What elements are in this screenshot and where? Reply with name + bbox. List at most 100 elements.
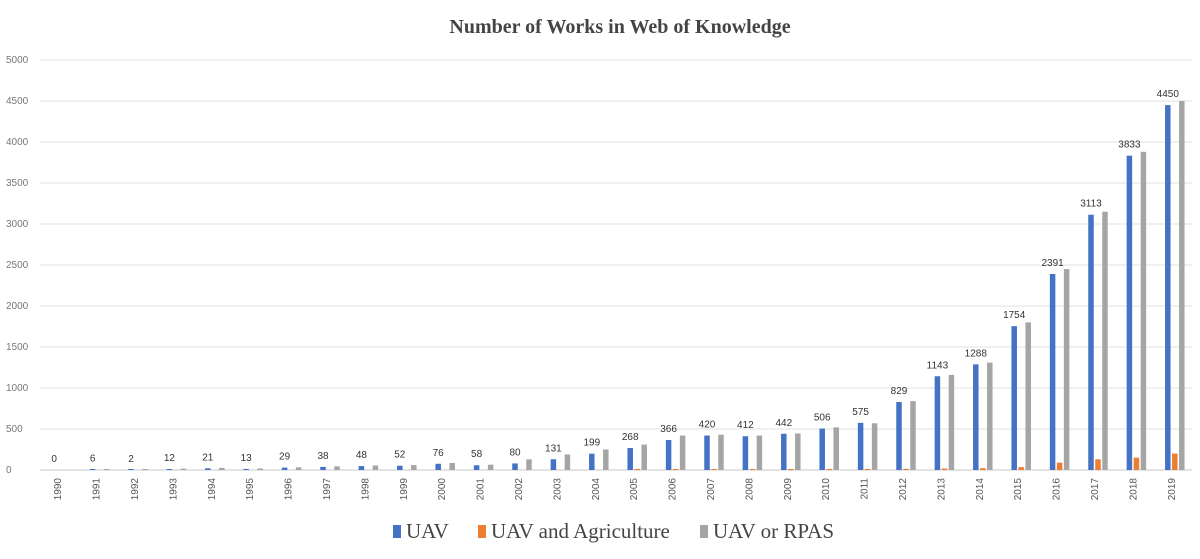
bar-uav — [1165, 105, 1171, 470]
x-tick-label: 2001 — [476, 478, 487, 501]
data-label-layer: 0 6 2 12 21 13 29 38 48 52 76 58 80 131 199 268 366 420 41… — [51, 89, 1179, 465]
x-tick-label: 2005 — [629, 478, 640, 501]
y-tick-label: 1000 — [6, 383, 29, 394]
x-tick-label: 2015 — [1013, 478, 1024, 501]
bar-uav — [934, 376, 941, 470]
data-label-uav: 29 — [279, 452, 291, 463]
bar-uav-or-rpas — [1102, 211, 1108, 470]
data-label-uav: 76 — [433, 448, 445, 459]
data-label-uav: 52 — [394, 450, 406, 461]
bar-uav — [857, 422, 864, 470]
bar-uav-or-rpas — [871, 423, 878, 470]
bar-uav-and-agriculture — [1018, 467, 1024, 470]
bar-uav-and-agriculture — [634, 469, 640, 470]
x-tick-label: 1994 — [207, 478, 218, 501]
bar-uav-or-rpas — [910, 401, 916, 470]
bar-uav-or-rpas — [1063, 269, 1070, 470]
bar-uav-and-agriculture — [1056, 462, 1063, 470]
bar-uav — [550, 459, 557, 470]
data-label-uav: 38 — [317, 451, 329, 462]
bar-uav-or-rpas — [1025, 322, 1031, 470]
bar-uav — [243, 468, 249, 470]
x-tick-label: 2018 — [1128, 478, 1139, 501]
chart-title: Number of Works in Web of Knowledge — [449, 16, 790, 38]
data-label-uav: 1143 — [927, 360, 949, 371]
y-tick-label: 4500 — [6, 96, 29, 107]
data-label-uav: 131 — [545, 443, 562, 454]
bar-uav-and-agriculture — [941, 468, 948, 470]
y-tick-label: 2000 — [6, 301, 29, 312]
bar-uav — [665, 439, 672, 470]
bar-uav-and-agriculture — [864, 469, 871, 470]
legend-label: UAV — [406, 519, 449, 543]
bar-uav-or-rpas — [641, 444, 647, 470]
bar-uav — [89, 469, 96, 470]
x-tick-label: 2003 — [552, 478, 563, 501]
x-tick-label: 1991 — [92, 478, 103, 501]
bar-uav — [473, 465, 480, 470]
x-axis-ticks: 1990 1991 1992 1993 1994 1995 1996 1997 1998 1999… — [53, 478, 1178, 501]
bar-uav — [512, 463, 518, 470]
bar-uav-or-rpas — [987, 362, 993, 470]
data-label-uav: 2391 — [1041, 258, 1064, 269]
bar-uav — [627, 448, 633, 470]
x-tick-label: 1999 — [399, 478, 410, 501]
bar-uav — [781, 433, 787, 470]
data-label-uav: 366 — [660, 424, 677, 435]
y-tick-label: 0 — [6, 465, 12, 476]
y-tick-label: 1500 — [6, 342, 29, 353]
x-tick-label: 2016 — [1052, 478, 1063, 501]
bar-uav-or-rpas — [756, 435, 763, 470]
bar-uav — [819, 428, 825, 470]
bar-uav-or-rpas — [257, 468, 263, 470]
x-tick-label: 1996 — [284, 478, 295, 501]
bar-uav-or-rpas — [526, 459, 532, 470]
bar-uav-or-rpas — [795, 433, 801, 470]
data-label-uav: 575 — [852, 407, 869, 418]
data-label-uav: 6 — [90, 454, 96, 465]
y-tick-label: 500 — [6, 424, 23, 435]
x-tick-label: 1990 — [53, 478, 64, 501]
x-tick-label: 2014 — [975, 478, 986, 501]
bar-uav — [704, 435, 710, 470]
bar-uav-or-rpas — [295, 467, 302, 470]
x-tick-label: 2019 — [1167, 478, 1178, 501]
data-label-uav: 12 — [164, 453, 176, 464]
data-label-uav: 268 — [622, 432, 639, 443]
bar-uav-or-rpas — [718, 434, 724, 470]
x-tick-label: 2011 — [860, 478, 871, 500]
bar-uav-and-agriculture — [826, 469, 832, 470]
bar-uav-or-rpas — [372, 465, 379, 470]
data-label-uav: 1288 — [965, 348, 988, 359]
bar-uav — [205, 468, 211, 470]
grid-layer — [40, 59, 1192, 471]
data-label-uav: 1754 — [1003, 310, 1026, 321]
bar-uav — [896, 402, 902, 470]
bar-uav-or-rpas — [1140, 151, 1147, 470]
data-label-uav: 442 — [775, 418, 792, 429]
x-tick-label: 1993 — [168, 478, 179, 501]
bar-uav-or-rpas — [449, 463, 455, 470]
bar-uav — [320, 466, 326, 470]
x-tick-label: 2012 — [898, 478, 909, 501]
bar-uav-or-rpas — [411, 465, 417, 470]
bar-uav-or-rpas — [103, 469, 110, 470]
bar-uav — [281, 467, 288, 470]
y-tick-label: 3500 — [6, 178, 29, 189]
bar-uav — [397, 465, 403, 470]
data-label-uav: 58 — [471, 449, 483, 460]
bar-uav — [973, 364, 979, 470]
y-tick-label: 2500 — [6, 260, 29, 271]
data-label-uav: 829 — [891, 386, 908, 397]
bar-uav-and-agriculture — [1172, 453, 1178, 470]
bar-uav — [1126, 155, 1133, 470]
legend-swatch-uav — [393, 525, 401, 538]
bar-uav — [1049, 273, 1056, 470]
data-label-uav: 0 — [51, 454, 57, 465]
x-tick-label: 2008 — [744, 478, 755, 501]
data-label-uav: 3833 — [1118, 140, 1141, 151]
bar-uav — [435, 463, 441, 470]
bar-uav-or-rpas — [679, 435, 686, 470]
